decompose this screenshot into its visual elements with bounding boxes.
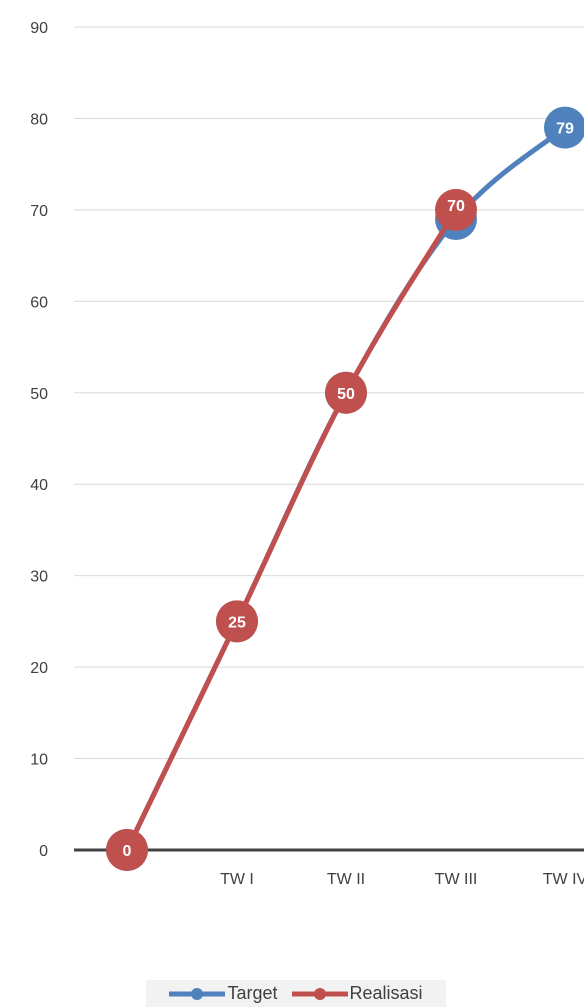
data-point-realisasi-1: [216, 600, 258, 643]
data-label-realisasi-0: 0: [123, 843, 132, 860]
x-tick-label-2: TW II: [327, 871, 365, 888]
y-tick-label-90: 90: [30, 20, 48, 37]
data-label-realisasi-1: 25: [228, 614, 246, 631]
y-axis-ticks: 0 10 20 30 40 50 60 70 80 90: [30, 20, 48, 860]
y-tick-label-10: 10: [30, 752, 48, 769]
data-label-realisasi-2: 50: [337, 386, 355, 403]
data-point-realisasi-0: [106, 829, 148, 871]
x-tick-label-1: TW I: [220, 871, 254, 888]
y-tick-label-0: 0: [39, 843, 48, 860]
x-tick-label-4: TW IV: [543, 871, 584, 888]
y-tick-label-70: 70: [30, 203, 48, 220]
y-tick-label-60: 60: [30, 294, 48, 311]
data-point-realisasi-2: [325, 371, 367, 414]
series-realisasi: 0 25 50 70: [106, 188, 477, 871]
x-axis-ticks: TW I TW II TW III TW IV: [220, 871, 584, 888]
legend-label-target: Target: [227, 983, 278, 1003]
y-tick-label-50: 50: [30, 386, 48, 403]
series-line-target: [124, 125, 568, 853]
series-target: 025506979: [106, 106, 584, 871]
y-tick-label-20: 20: [30, 660, 48, 677]
legend-swatch-target: [169, 987, 226, 1000]
y-tick-label-40: 40: [30, 477, 48, 494]
y-tick-label-80: 80: [30, 111, 48, 128]
legend-swatch-realisasi: [291, 987, 348, 1000]
grid-lines: [74, 26, 584, 852]
legend-label-realisasi: Realisasi: [349, 983, 423, 1003]
legend-item-target: Target: [169, 983, 278, 1004]
data-point-realisasi-3: [435, 188, 477, 231]
series-line-realisasi: [124, 207, 459, 853]
series-group: 0255069790255070: [106, 106, 584, 871]
data-point-target-4: [544, 106, 584, 149]
legend-item-realisasi: Realisasi: [291, 983, 423, 1004]
x-tick-label-3: TW III: [435, 871, 478, 888]
legend: Target Realisasi: [146, 980, 446, 1007]
y-tick-label-30: 30: [30, 569, 48, 586]
data-label-target-4: 79: [556, 121, 574, 138]
data-label-realisasi-3: 70: [447, 198, 465, 215]
